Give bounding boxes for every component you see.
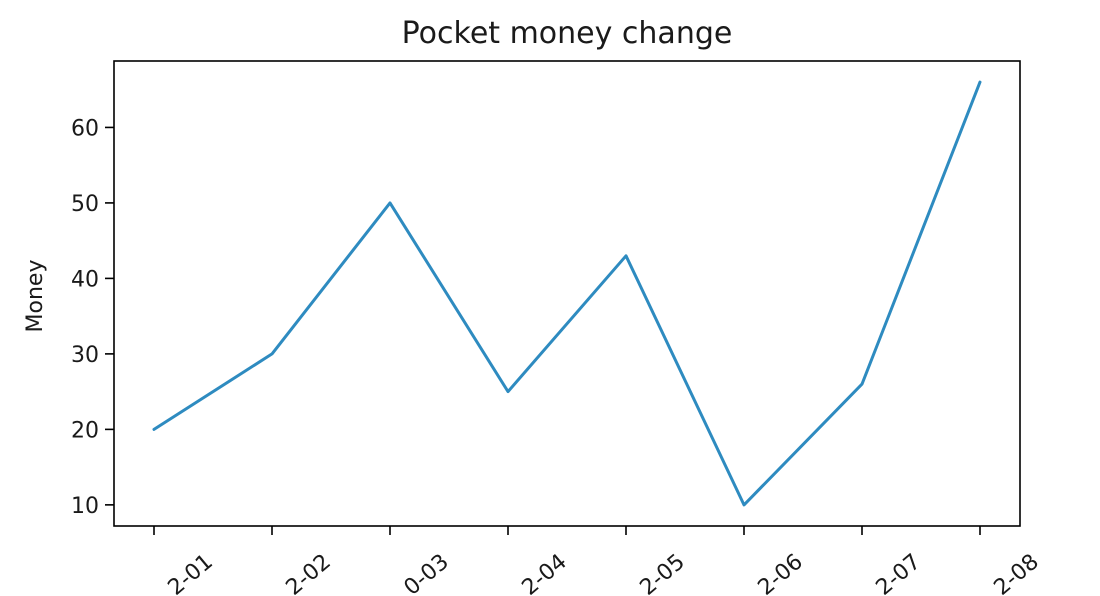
x-tick-label: 2-07 (872, 549, 926, 596)
x-tick-label: 2-06 (754, 549, 808, 596)
y-tick-label: 10 (71, 494, 99, 519)
x-tick-label: 2-08 (990, 549, 1044, 596)
y-tick-label: 40 (71, 267, 99, 292)
y-tick-label: 60 (71, 116, 99, 141)
y-tick-label: 50 (71, 192, 99, 217)
y-tick-label: 30 (71, 343, 99, 368)
plot-frame (113, 60, 1021, 527)
x-axis: 2-01 2-02 0-03 2-04 2-05 2-06 2-07 2-08 (153, 526, 1044, 596)
x-tick-label: 2-05 (636, 549, 690, 596)
y-axis: 10 20 30 40 50 60 (71, 116, 114, 519)
y-axis-label: Money (23, 260, 48, 333)
plot-series (152, 80, 982, 507)
x-tick-label: 2-04 (518, 549, 572, 596)
x-tick-label: 0-03 (400, 549, 454, 596)
chart-title: Pocket money change (402, 16, 733, 51)
series-line (152, 80, 982, 507)
x-tick-label: 2-01 (164, 549, 218, 596)
x-tick-label: 2-02 (282, 549, 336, 596)
y-tick-label: 20 (71, 418, 99, 443)
